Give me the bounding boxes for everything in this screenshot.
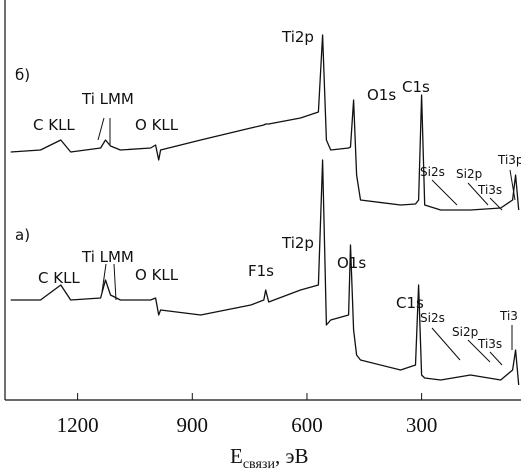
series-label: а) xyxy=(15,226,30,244)
spectrum-line xyxy=(10,34,520,211)
peak-annotation: O1s xyxy=(337,254,366,272)
x-tick-label: 600 xyxy=(291,413,323,437)
peak-annotation: Ti LMM xyxy=(81,248,134,266)
x-axis-label: Eсвязи, эВ xyxy=(230,444,308,471)
peak-annotation: O1s xyxy=(367,86,396,104)
x-tick-label: 1200 xyxy=(57,413,99,437)
leader-lines xyxy=(97,117,516,366)
peak-annotation: C1s xyxy=(396,294,424,312)
leader xyxy=(97,117,105,141)
peak-annotation: Ti LMM xyxy=(81,90,134,108)
peak-annotation: Si2s xyxy=(420,165,445,179)
x-axis-label-sub: связи xyxy=(243,457,276,471)
leader xyxy=(467,182,489,206)
peak-annotation: C KLL xyxy=(33,116,75,134)
series-label: б) xyxy=(15,66,30,84)
peak-annotation: Ti3 xyxy=(499,309,518,323)
peak-annotation: O KLL xyxy=(135,266,179,284)
peak-annotation: C KLL xyxy=(38,269,80,287)
peak-annotation: Si2p xyxy=(452,325,478,339)
peak-annotation: Ti3p xyxy=(497,153,521,167)
x-axis-label-unit: , эВ xyxy=(275,444,309,468)
leader xyxy=(101,263,107,293)
peak-annotation: Ti2p xyxy=(281,28,314,46)
leader xyxy=(431,179,458,206)
x-tick-label: 300 xyxy=(406,413,438,437)
peak-annotation: Ti3s xyxy=(477,183,502,197)
leader xyxy=(467,339,491,363)
leader xyxy=(113,263,117,301)
peak-annotation: Ti3s xyxy=(477,337,502,351)
peak-annotation: C1s xyxy=(402,78,430,96)
x-tick-label: 900 xyxy=(177,413,209,437)
peak-annotation: Ti2p xyxy=(281,234,314,252)
peak-annotation: F1s xyxy=(248,262,274,280)
leader xyxy=(489,351,503,366)
spectrum-line xyxy=(10,159,520,386)
leader xyxy=(509,169,516,201)
leader xyxy=(431,327,461,361)
peak-annotation: O KLL xyxy=(135,116,179,134)
peak-annotation: Si2p xyxy=(456,167,482,181)
peak-annotation: Si2s xyxy=(420,311,445,325)
x-axis-label-main: E xyxy=(230,444,243,468)
